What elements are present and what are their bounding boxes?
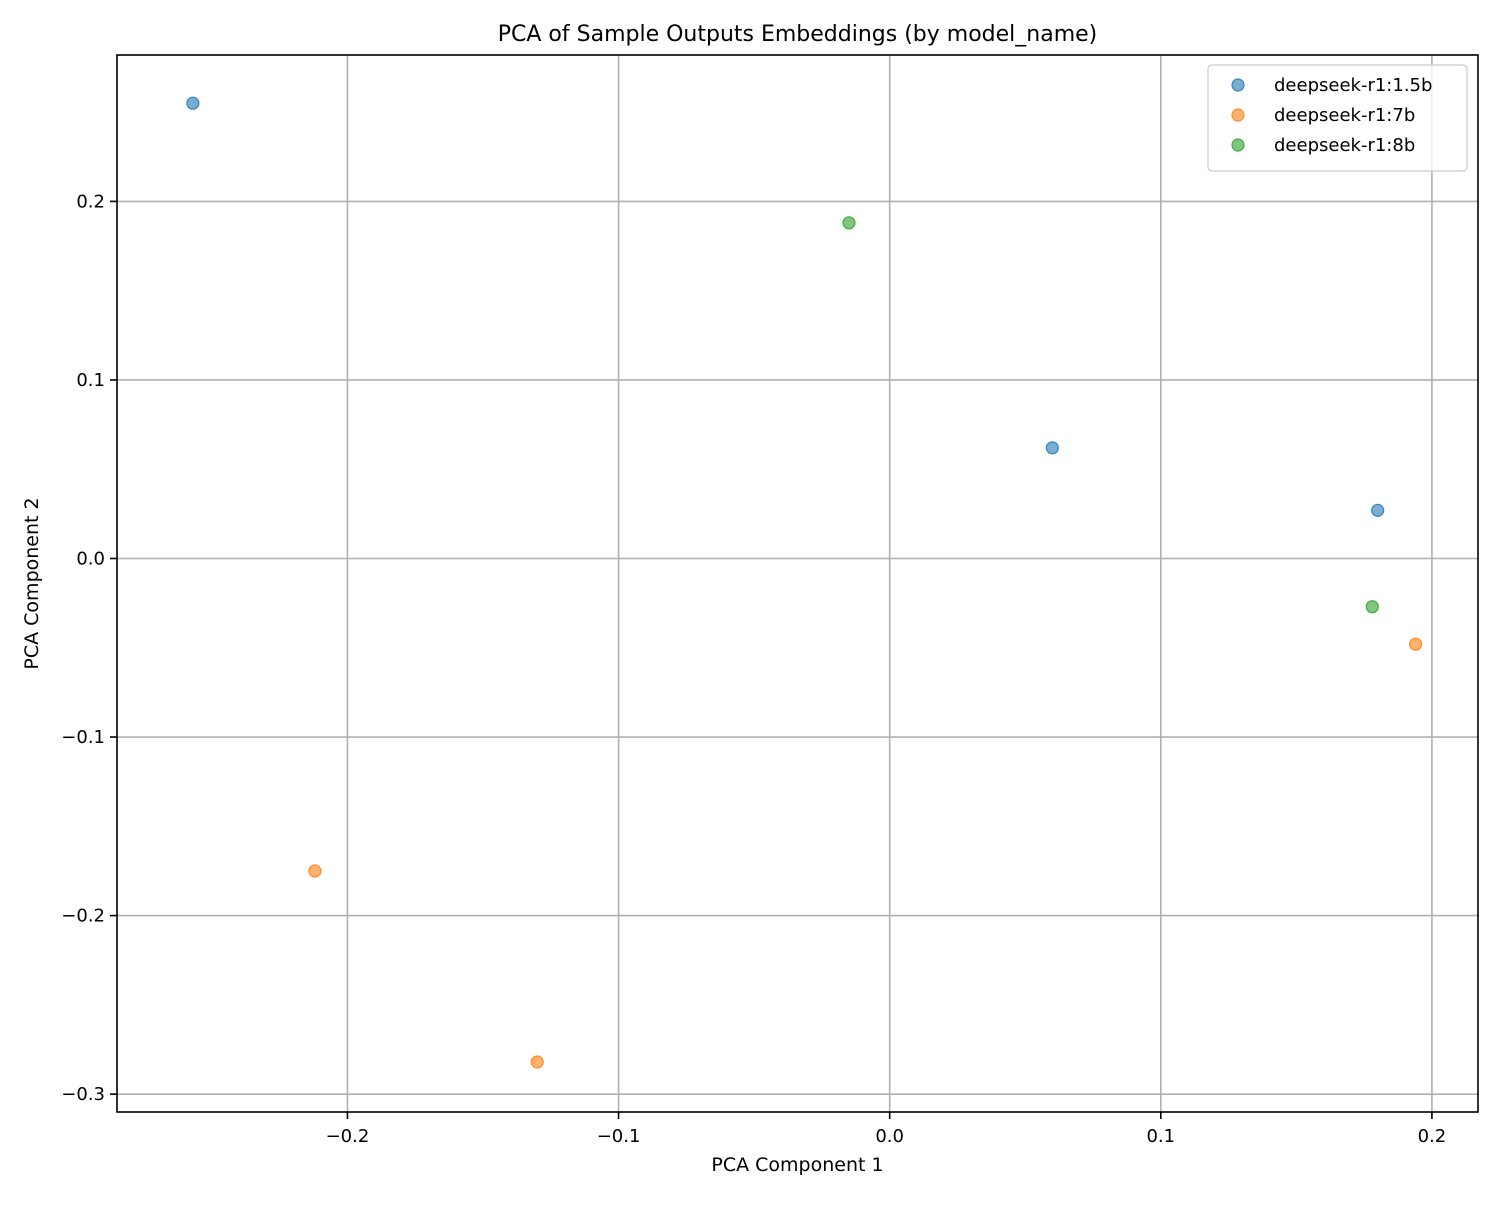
legend-marker-series-3 — [1231, 138, 1245, 152]
x-tick-label: 0.0 — [875, 1126, 904, 1147]
x-tick-label: 0.2 — [1418, 1126, 1447, 1147]
y-tick-label: −0.2 — [61, 906, 105, 927]
y-tick-label: 0.2 — [76, 191, 105, 212]
legend: deepseek-r1:1.5b deepseek-r1:7b deepseek-r… — [1207, 64, 1468, 172]
x-tick-label: −0.1 — [597, 1126, 641, 1147]
legend-label-series-1: deepseek-r1:1.5b — [1274, 75, 1432, 96]
y-tick-label: −0.1 — [61, 727, 105, 748]
data-point-series-2 — [308, 864, 322, 878]
x-tick-label: 0.1 — [1146, 1126, 1175, 1147]
x-tick-label: −0.2 — [326, 1126, 370, 1147]
plot-area-frame — [116, 54, 1479, 1113]
legend-marker-series-1 — [1231, 78, 1245, 92]
data-point-series-1 — [1371, 503, 1385, 517]
grid-layer — [117, 55, 1478, 1112]
y-tick-label: −0.3 — [61, 1084, 105, 1105]
x-axis-label: PCA Component 1 — [711, 1154, 883, 1176]
y-tick-label: 0.0 — [76, 549, 105, 570]
legend-marker-series-2 — [1231, 108, 1245, 122]
y-tick-label: 0.1 — [76, 370, 105, 391]
ticks-layer: −0.2 −0.1 0.0 0.1 0.2 −0.3 −0.2 −0.1 0.0 0.1 0.2 — [61, 191, 1446, 1147]
data-point-series-1 — [1045, 441, 1059, 455]
data-point-series-2 — [1409, 637, 1423, 651]
legend-label-series-3: deepseek-r1:8b — [1274, 135, 1415, 156]
data-point-series-2 — [530, 1055, 544, 1069]
data-point-series-3 — [1365, 600, 1379, 614]
legend-frame — [1207, 64, 1468, 172]
legend-label-series-2: deepseek-r1:7b — [1274, 105, 1415, 126]
data-point-series-3 — [842, 216, 856, 230]
chart-title: PCA of Sample Outputs Embeddings (by mod… — [498, 22, 1098, 47]
data-point-series-1 — [186, 96, 200, 110]
y-axis-label: PCA Component 2 — [21, 497, 43, 669]
points-layer — [186, 96, 1423, 1069]
